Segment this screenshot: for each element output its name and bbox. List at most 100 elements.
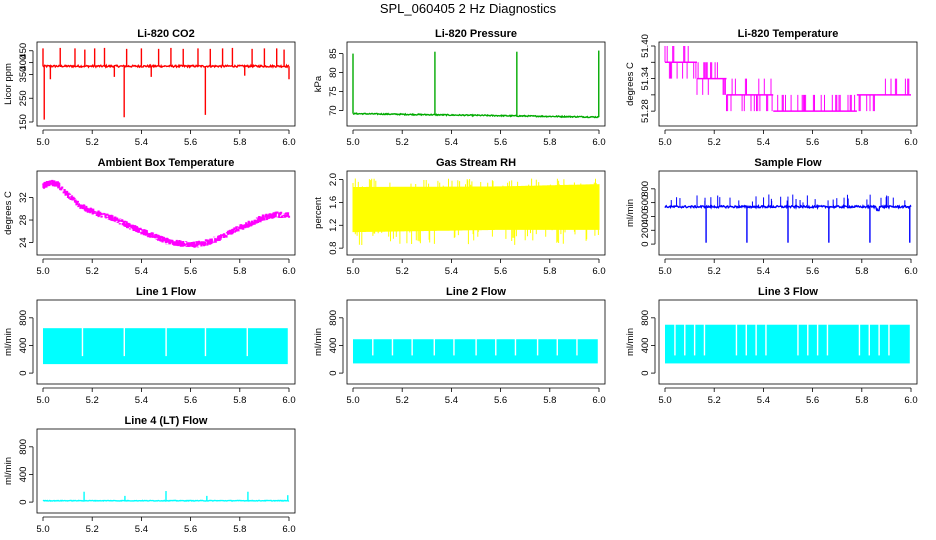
chart-title: Gas Stream RH <box>436 157 516 169</box>
data-gap <box>556 337 558 356</box>
x-tick-label: 5.4 <box>135 395 148 406</box>
y-tick-label: 80 <box>328 67 339 78</box>
data-gap <box>868 322 870 356</box>
x-tick-label: 5.8 <box>855 395 868 406</box>
data-gap <box>735 322 738 356</box>
data-gap <box>755 322 757 356</box>
y-tick-label: 0 <box>18 499 29 504</box>
x-tick-label: 6.0 <box>904 395 917 406</box>
data-gap <box>433 337 435 356</box>
x-tick-label: 5.4 <box>135 524 148 535</box>
y-tick-label: 85 <box>328 48 339 59</box>
chart-title: Line 2 Flow <box>446 286 506 298</box>
y-tick-label: 0 <box>640 241 651 246</box>
data-line <box>42 63 290 69</box>
x-tick-label: 5.8 <box>543 395 556 406</box>
data-gap <box>703 322 706 356</box>
data-gap <box>576 337 578 356</box>
y-tick-label: 2.0 <box>328 173 339 186</box>
y-tick-label: 800 <box>18 439 29 455</box>
x-tick-label: 6.0 <box>282 524 295 535</box>
x-tick-label: 6.0 <box>904 266 917 277</box>
x-tick-label: 5.8 <box>233 524 246 535</box>
chart-title: Line 1 Flow <box>136 286 196 298</box>
chart-line3-flow: Line 3 Flow 5.0 5.2 5.4 5.6 5.8 6.0 0 400 800 ml/m… <box>625 286 918 406</box>
x-tick-label: 6.0 <box>904 137 917 148</box>
plot-frame <box>346 170 606 256</box>
data-gap <box>372 337 374 356</box>
plot-frame <box>36 428 296 514</box>
y-axis-label: percent <box>313 197 324 229</box>
data-line <box>42 499 290 502</box>
y-axis-label: ml/min <box>625 199 636 227</box>
x-tick-label: 5.4 <box>757 395 770 406</box>
x-tick-label: 6.0 <box>282 137 295 148</box>
x-tick-label: 5.6 <box>184 395 197 406</box>
plot-frame <box>36 170 296 256</box>
y-tick-label: 51.40 <box>640 34 651 58</box>
plot-frame <box>36 299 296 385</box>
y-tick-label: 800 <box>18 310 29 326</box>
y-tick-label: 800 <box>328 310 339 326</box>
y-tick-label: 350 <box>18 67 29 83</box>
data-gap <box>816 322 819 356</box>
x-tick-label: 5.2 <box>708 137 721 148</box>
plot-frame <box>36 41 296 127</box>
chart-title: Sample Flow <box>754 157 822 169</box>
chart-series <box>352 50 600 119</box>
x-tick-label: 5.6 <box>806 266 819 277</box>
data-gap <box>453 337 455 356</box>
page-title: SPL_060405 2 Hz Diagnostics <box>379 1 557 16</box>
y-tick-label: 51.34 <box>640 67 651 91</box>
y-tick-label: 400 <box>640 338 651 354</box>
chart-gas-rh: Gas Stream RH 5.0 5.2 5.4 5.6 5.8 6.0 0.8 1.2 1.6… <box>313 157 606 277</box>
x-tick-label: 5.8 <box>855 266 868 277</box>
x-tick-label: 6.0 <box>592 137 605 148</box>
x-tick-label: 5.0 <box>36 524 49 535</box>
x-tick-label: 5.4 <box>757 137 770 148</box>
chart-title: Ambient Box Temperature <box>98 157 235 169</box>
y-tick-label: 70 <box>328 105 339 116</box>
x-tick-label: 5.4 <box>445 137 458 148</box>
chart-line1-flow: Line 1 Flow 5.0 5.2 5.4 5.6 5.8 6.0 0 400 800 ml/m… <box>3 286 296 406</box>
y-tick-label: 0 <box>18 370 29 375</box>
x-tick-label: 5.0 <box>346 137 359 148</box>
y-tick-label: 600 <box>640 195 651 211</box>
x-tick-label: 5.0 <box>36 137 49 148</box>
x-tick-label: 5.2 <box>396 266 409 277</box>
chart-ambient-temp: Ambient Box Temperature 5.0 5.2 5.4 5.6 5.8 6.… <box>3 157 296 277</box>
y-axis-label: kPa <box>313 75 324 92</box>
data-gap <box>684 322 686 356</box>
x-tick-label: 5.4 <box>445 266 458 277</box>
chart-sample-flow: Sample Flow 5.0 5.2 5.4 5.6 5.8 6.0 0 2004006008… <box>625 157 918 277</box>
data-gap <box>765 322 767 356</box>
x-tick-label: 5.2 <box>86 524 99 535</box>
y-tick-label: 1.6 <box>328 196 339 209</box>
y-axis-label: ml/min <box>3 328 14 356</box>
data-gap <box>514 337 517 356</box>
y-tick-label: 250 <box>18 90 29 106</box>
chart-line2-flow: Line 2 Flow 5.0 5.2 5.4 5.6 5.8 6.0 0 400 800 ml/m… <box>313 286 606 406</box>
chart-series <box>665 322 910 364</box>
y-tick-label: 32 <box>18 192 29 203</box>
data-gap <box>878 322 880 356</box>
y-tick-label: 24 <box>18 237 29 248</box>
x-tick-label: 5.4 <box>757 266 770 277</box>
y-tick-label: 1.2 <box>328 219 339 232</box>
y-tick-label: 150 <box>18 114 29 130</box>
x-tick-label: 5.6 <box>184 266 197 277</box>
data-gap <box>246 326 248 357</box>
data-gap <box>826 322 829 356</box>
x-tick-label: 6.0 <box>282 395 295 406</box>
y-tick-label: 400 <box>18 467 29 483</box>
y-tick-label: 800 <box>640 181 651 197</box>
x-tick-label: 5.0 <box>346 266 359 277</box>
data-gap <box>536 337 539 356</box>
x-tick-label: 6.0 <box>592 266 605 277</box>
data-gap <box>123 326 125 357</box>
data-gap <box>204 326 207 357</box>
y-axis-label: Licor ppm <box>3 63 14 105</box>
x-tick-label: 5.6 <box>184 524 197 535</box>
data-gap <box>693 322 696 356</box>
